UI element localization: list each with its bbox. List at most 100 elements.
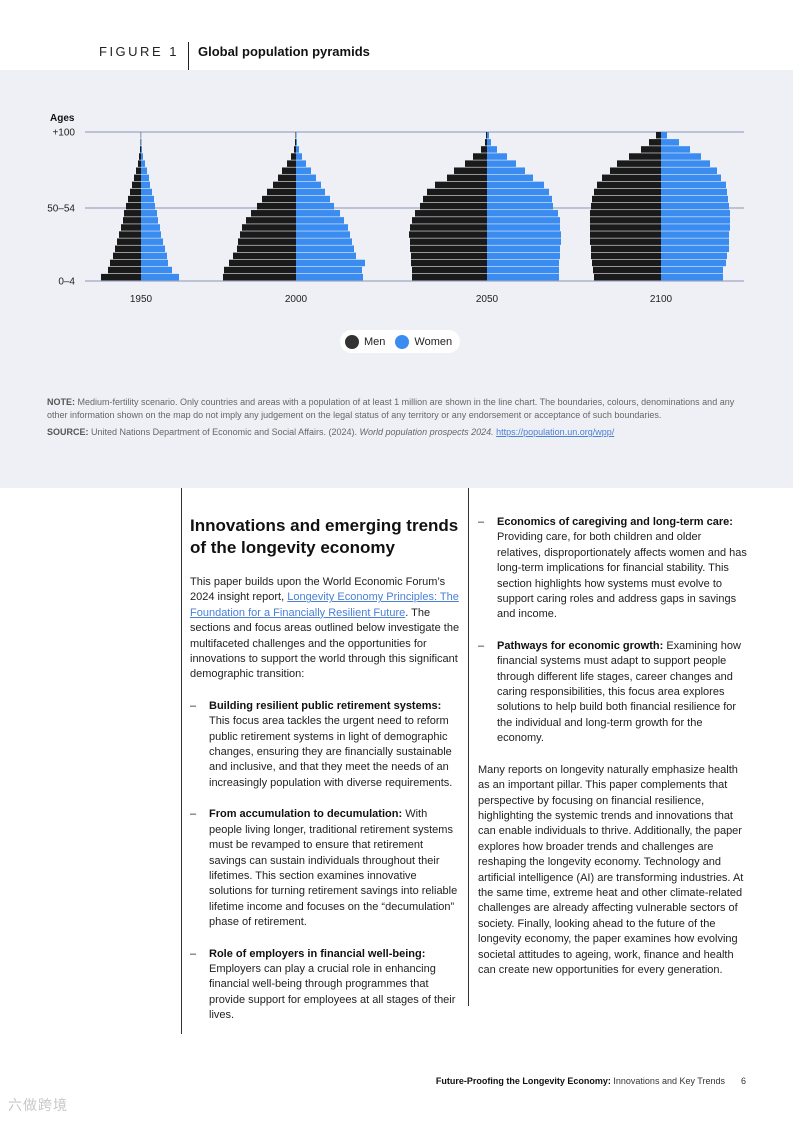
section-title: Innovations and emerging trends of the l… bbox=[190, 516, 459, 557]
bullet-text: With people living longer, traditional r… bbox=[209, 808, 458, 929]
legend-item-men: Men bbox=[345, 334, 386, 349]
bar-women-2000 bbox=[296, 146, 299, 153]
bar-men-1950 bbox=[140, 146, 141, 153]
bar-women-2000 bbox=[296, 167, 311, 174]
bar-men-2000 bbox=[229, 259, 296, 267]
bar-men-2050 bbox=[465, 160, 487, 167]
bar-men-2050 bbox=[485, 139, 487, 146]
bullet-dash: – bbox=[190, 699, 197, 712]
bar-women-2050 bbox=[487, 160, 516, 167]
bar-men-2050 bbox=[412, 273, 487, 281]
bar-men-2000 bbox=[262, 195, 296, 203]
bar-women-2050 bbox=[487, 132, 489, 139]
bar-men-2000 bbox=[282, 167, 296, 174]
bar-women-1950 bbox=[141, 181, 150, 189]
footer-doc-title: Future-Proofing the Longevity Economy: I… bbox=[436, 1076, 725, 1086]
bar-women-2000 bbox=[296, 273, 363, 281]
bar-women-2000 bbox=[296, 188, 325, 196]
bar-women-1950 bbox=[141, 146, 142, 153]
bar-men-2000 bbox=[257, 202, 296, 210]
bar-men-2000 bbox=[223, 273, 296, 281]
bar-women-2100 bbox=[661, 202, 729, 210]
bullet-title: Role of employers in financial well-bein… bbox=[209, 947, 426, 960]
bar-women-2000 bbox=[296, 224, 348, 231]
bar-women-2050 bbox=[487, 238, 561, 245]
bar-women-1950 bbox=[141, 224, 160, 231]
bar-men-2100 bbox=[597, 181, 661, 189]
page-footer: Future-Proofing the Longevity Economy: I… bbox=[436, 1076, 746, 1086]
bullet-item: – From accumulation to decumulation: Wit… bbox=[190, 807, 462, 930]
bar-men-2050 bbox=[427, 188, 487, 196]
bar-women-2000 bbox=[296, 181, 321, 189]
bar-women-2100 bbox=[661, 231, 729, 238]
bar-women-2050 bbox=[487, 224, 560, 231]
bar-men-2100 bbox=[617, 160, 661, 167]
bar-women-2100 bbox=[661, 174, 721, 182]
bar-women-2050 bbox=[487, 210, 558, 217]
bar-men-2050 bbox=[409, 231, 487, 238]
bar-women-1950 bbox=[141, 252, 167, 260]
bar-women-1950 bbox=[141, 139, 142, 146]
figure-panel: 1950 2000 2050 2100 Ages +100 50–54 0–4 Men Wom… bbox=[0, 70, 793, 488]
bar-women-2000 bbox=[296, 252, 356, 260]
legend-label-women: Women bbox=[414, 335, 453, 348]
x-tick-label-1950: 1950 bbox=[130, 294, 153, 305]
bar-men-2050 bbox=[423, 195, 487, 203]
bar-men-1950 bbox=[140, 139, 141, 146]
bullet-title: Building resilient public retirement sys… bbox=[209, 699, 442, 712]
bar-men-1950 bbox=[108, 266, 141, 274]
bar-women-2100 bbox=[661, 252, 727, 260]
right-column-rule bbox=[468, 488, 469, 1006]
bar-men-2100 bbox=[590, 210, 661, 217]
bullet-text: Examining how financial systems must ada… bbox=[497, 639, 741, 745]
bar-women-1950 bbox=[141, 202, 155, 210]
population-pyramid-chart: 1950 2000 2050 2100 Ages +100 50–54 0–4 bbox=[47, 113, 744, 305]
bar-women-2050 bbox=[487, 245, 560, 253]
bar-men-2100 bbox=[649, 139, 661, 146]
bar-men-2000 bbox=[237, 245, 296, 253]
bar-men-2000 bbox=[295, 132, 296, 139]
bar-men-2000 bbox=[251, 210, 296, 217]
legend-label-men: Men bbox=[364, 335, 386, 348]
bar-men-2050 bbox=[420, 202, 487, 210]
bar-men-2000 bbox=[238, 238, 296, 245]
figure-label: FIGURE 1 bbox=[99, 44, 179, 59]
bullet-dash: – bbox=[478, 639, 485, 652]
bar-men-2100 bbox=[629, 153, 661, 160]
bar-men-2100 bbox=[591, 252, 661, 260]
bar-men-1950 bbox=[128, 195, 141, 203]
bar-women-2000 bbox=[296, 160, 306, 167]
source-link[interactable]: https://population.un.org/wpp/ bbox=[496, 427, 615, 437]
intro-report-link[interactable]: Longevity Economy Principles: The Founda… bbox=[190, 591, 459, 619]
footer-title-rest: Innovations and Key Trends bbox=[613, 1076, 725, 1086]
bar-women-2100 bbox=[661, 238, 729, 245]
bar-men-2000 bbox=[233, 252, 296, 260]
bullet-item: – Economics of caregiving and long-term … bbox=[478, 515, 748, 623]
bar-women-1950 bbox=[141, 238, 163, 245]
bar-women-1950 bbox=[141, 153, 143, 160]
bar-men-2100 bbox=[592, 195, 661, 203]
bar-men-2100 bbox=[590, 217, 661, 224]
bar-women-2100 bbox=[661, 188, 727, 196]
bar-men-2050 bbox=[412, 217, 487, 224]
bar-women-2050 bbox=[487, 181, 544, 189]
bar-women-2050 bbox=[487, 139, 491, 146]
bar-women-2100 bbox=[661, 195, 728, 203]
footer-title-bold: Future-Proofing the Longevity Economy: bbox=[435, 1076, 611, 1086]
bar-women-2100 bbox=[661, 273, 723, 281]
article-right-column: – Economics of caregiving and long-term … bbox=[478, 515, 748, 994]
source-title: World population prospects 2024. bbox=[359, 427, 494, 437]
bar-women-2100 bbox=[661, 217, 730, 224]
bar-men-1950 bbox=[113, 252, 141, 260]
bar-women-2050 bbox=[487, 231, 561, 238]
legend-item-women: Women bbox=[395, 334, 453, 349]
x-tick-label-2000: 2000 bbox=[285, 294, 308, 305]
bar-men-2000 bbox=[278, 174, 296, 182]
bar-men-2000 bbox=[273, 181, 296, 189]
bar-women-1950 bbox=[141, 210, 157, 217]
closing-paragraph: Many reports on longevity naturally emph… bbox=[478, 763, 744, 976]
bar-women-1950 bbox=[141, 245, 165, 253]
bar-men-2050 bbox=[473, 153, 487, 160]
y-tick-label: 0–4 bbox=[58, 277, 75, 288]
page-number: 6 bbox=[740, 1076, 746, 1086]
